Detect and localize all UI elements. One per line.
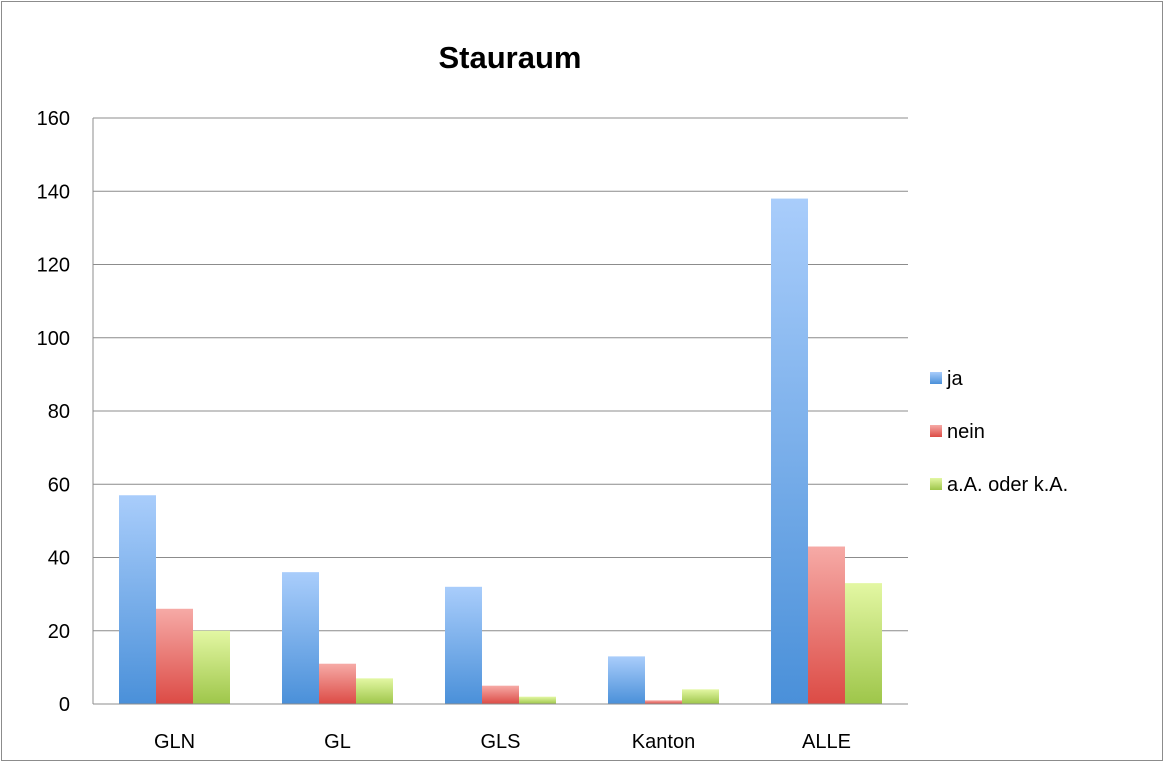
y-tick-label: 120	[37, 255, 70, 277]
bar-ja-kanton	[608, 656, 645, 704]
x-tick-label: GL	[324, 731, 351, 753]
bar-nein-alle	[808, 546, 845, 704]
x-tick-label: GLN	[154, 731, 195, 753]
bar-a-a-oder-k-a--kanton	[682, 689, 719, 704]
x-tick-label: GLS	[480, 731, 520, 753]
bar-ja-gln	[119, 495, 156, 704]
y-tick-label: 60	[48, 474, 70, 496]
x-tick-label: Kanton	[632, 731, 695, 753]
legend: ja nein a.A. oder k.A.	[930, 368, 1068, 496]
bar-nein-gls	[482, 685, 519, 704]
bar-nein-gl	[319, 663, 356, 704]
axes	[92, 118, 908, 705]
bars	[119, 198, 882, 704]
y-tick-label: 100	[37, 328, 70, 350]
legend-label: nein	[947, 421, 985, 443]
legend-label: a.A. oder k.A.	[947, 474, 1068, 496]
y-tick-label: 160	[37, 108, 70, 130]
y-tick-label: 0	[59, 694, 70, 716]
legend-swatch	[930, 478, 942, 490]
bar-nein-gln	[156, 608, 193, 704]
bar-a-a-oder-k-a--gln	[193, 630, 230, 704]
legend-label: ja	[946, 368, 963, 390]
bar-ja-gl	[282, 572, 319, 704]
bar-ja-gls	[445, 586, 482, 704]
y-tick-label: 20	[48, 621, 70, 643]
bar-a-a-oder-k-a--alle	[845, 583, 882, 704]
legend-swatch	[930, 372, 942, 384]
y-tick-label: 80	[48, 401, 70, 423]
x-tick-label: ALLE	[802, 731, 851, 753]
bar-ja-alle	[771, 198, 808, 704]
legend-swatch	[930, 425, 942, 437]
bar-a-a-oder-k-a--gls	[519, 696, 556, 704]
chart-title: Stauraum	[438, 40, 582, 75]
x-tick-labels: GLN GL GLS Kanton ALLE	[154, 731, 851, 753]
bar-a-a-oder-k-a--gl	[356, 678, 393, 704]
y-tick-label: 140	[37, 181, 70, 203]
bar-nein-kanton	[645, 700, 682, 704]
y-tick-labels: 0 20 40 60 80 100 120 140 160	[37, 108, 70, 716]
y-tick-label: 40	[48, 548, 70, 570]
